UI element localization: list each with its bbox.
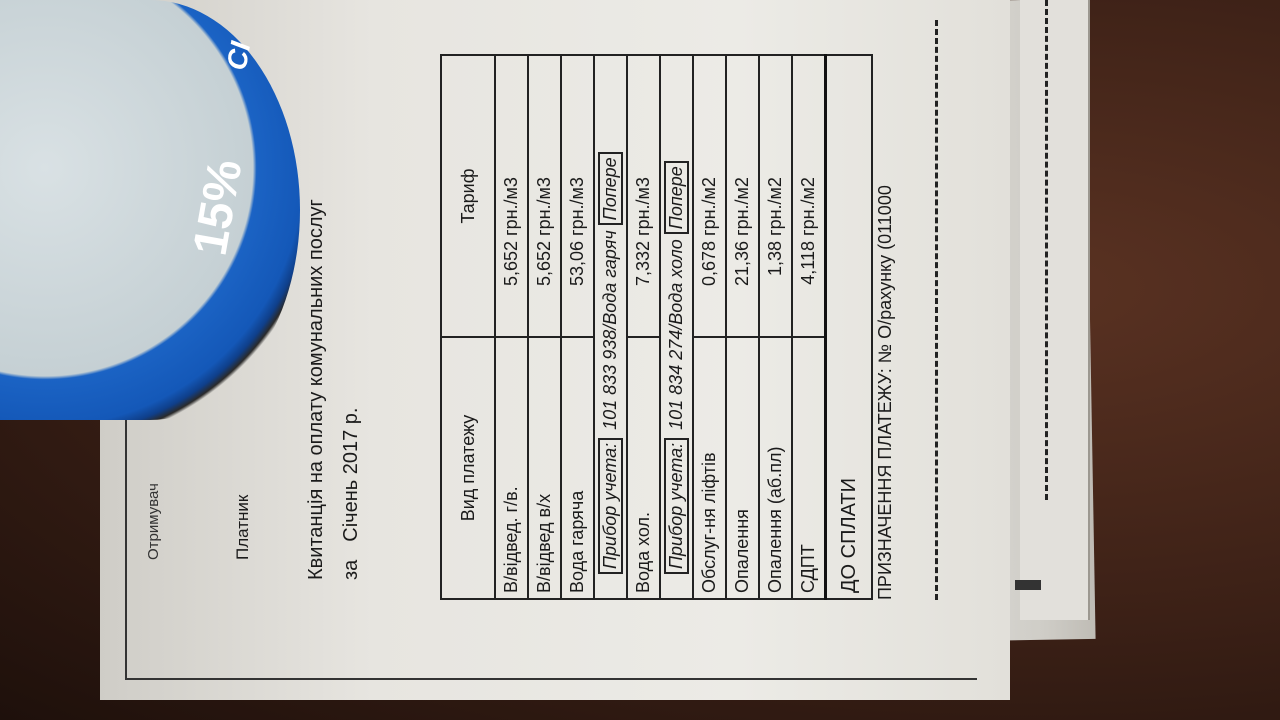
header-tariff: Тариф xyxy=(441,55,495,337)
sticker-percent: 15% xyxy=(183,155,253,260)
payment-type: В/відвед в/х xyxy=(528,337,561,599)
payment-type: Обслуг-ня ліфтів xyxy=(693,337,726,599)
meter-extra: Попере xyxy=(598,152,623,226)
table-row: Опалення (аб.пл) 1,38 грн./м2 xyxy=(759,55,792,599)
payment-type: Вода хол. xyxy=(627,337,660,599)
header-payment-type: Вид платежу xyxy=(441,337,495,599)
table-row: В/відвед. г/в. 5,652 грн./м3 xyxy=(495,55,528,599)
paper-stack-edge xyxy=(1020,0,1090,620)
table-row: Вода хол. 7,332 грн./м3 xyxy=(627,55,660,599)
payment-type: В/відвед. г/в. xyxy=(495,337,528,599)
receipt-period: за Січень 2017 р. xyxy=(340,408,363,580)
tariff-value: 53,06 xyxy=(567,241,587,287)
tariff-unit: грн./м3 xyxy=(534,177,554,236)
total-label: ДО СПЛАТИ xyxy=(825,55,872,599)
payment-type: Вода гаряча xyxy=(561,337,594,599)
cut-line xyxy=(935,20,938,600)
sticker-brand: СІ xyxy=(220,39,257,73)
payments-table: Вид платежу Тариф В/відвед. г/в. 5,652 гр… xyxy=(440,54,873,600)
tariff-unit: грн./м2 xyxy=(765,177,785,236)
tariff-unit: грн./м2 xyxy=(798,177,818,236)
tariff-unit: грн./м3 xyxy=(501,177,521,236)
payer-label: Платник xyxy=(233,494,252,560)
tariff-value: 1,38 xyxy=(765,241,785,277)
meter-number: 101 833 938/Вода гаряч xyxy=(600,230,620,430)
tariff-unit: грн./м3 xyxy=(633,177,653,236)
table-row: СДПТ 4,118 грн./м2 xyxy=(792,55,826,599)
tariff-value: 7,332 xyxy=(633,241,653,287)
tariff-value: 21,36 xyxy=(732,241,752,287)
tariff-unit: грн./м2 xyxy=(732,177,752,236)
tariff-unit: грн./м3 xyxy=(567,177,587,236)
receipt-title: Квитанція на оплату комунальних послуг xyxy=(305,199,327,580)
stack-mark xyxy=(1015,580,1041,590)
tear-line xyxy=(1045,0,1048,500)
period-prefix: за xyxy=(340,559,362,580)
recipient-label: Отримувач xyxy=(145,483,162,560)
sticker-cap: 15% СІ xyxy=(0,0,300,420)
table-row: В/відвед в/х 5,652 грн./м3 xyxy=(528,55,561,599)
table-row: Вода гаряча 53,06 грн./м3 xyxy=(561,55,594,599)
table-row: Обслуг-ня ліфтів 0,678 грн./м2 xyxy=(693,55,726,599)
meter-label: Прибор учета: xyxy=(598,437,623,574)
payment-type: Опалення (аб.пл) xyxy=(759,337,792,599)
meter-label: Прибор учета: xyxy=(664,437,689,574)
period-value: Січень 2017 р. xyxy=(340,407,362,542)
tariff-value: 5,652 xyxy=(534,241,554,287)
tariff-value: 5,652 xyxy=(501,241,521,287)
tariff-value: 0,678 xyxy=(699,241,719,287)
tariff-unit: грн./м2 xyxy=(699,177,719,236)
payment-purpose: ПРИЗНАЧЕННЯ ПЛАТЕЖУ: № О/рахунку (011000 xyxy=(875,185,895,600)
table-row: Опалення 21,36 грн./м2 xyxy=(726,55,759,599)
payment-type: СДПТ xyxy=(792,337,826,599)
meter-extra: Попере xyxy=(664,161,689,235)
meter-row: Прибор учета: 101 834 274/Вода холо Попер… xyxy=(660,55,693,599)
meter-row: Прибор учета: 101 833 938/Вода гаряч Попе… xyxy=(594,55,627,599)
tariff-value: 4,118 xyxy=(798,241,818,285)
payment-type: Опалення xyxy=(726,337,759,599)
meter-number: 101 834 274/Вода холо xyxy=(666,239,686,430)
